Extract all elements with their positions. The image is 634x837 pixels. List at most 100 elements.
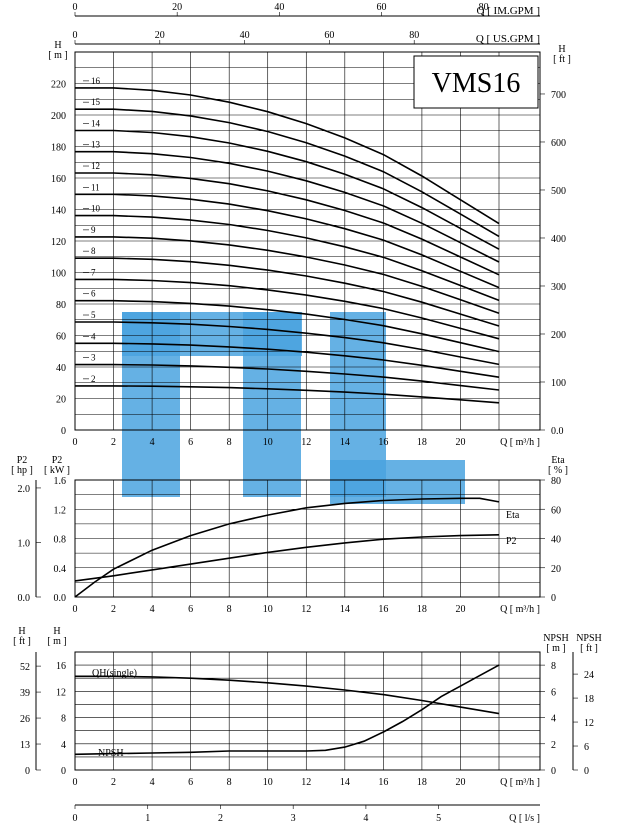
stage-label-3: 3 [91,353,96,363]
npsh-h-ft-tick-label: 26 [20,714,30,725]
head-ylabel-right-unit: [ ft ] [553,54,571,65]
power-x-tick-label: 18 [417,604,427,615]
grid-layer [35,12,578,809]
power-eta-tick-label: 20 [551,564,561,575]
power-ylabel-eta: Eta [551,455,565,466]
head-ylabel-right: H [558,44,565,55]
npsh-m-tick-label: 6 [551,687,556,698]
power-kw-tick-label: 0.0 [54,593,67,604]
stage-curve-12 [75,172,500,276]
stage-curve-4 [75,342,500,378]
stage-label-12: 12 [91,161,100,171]
npsh-series-label: NPSH [98,748,124,759]
top-axis-tick-label: 80 [479,2,489,13]
npsh-x-tick-label: 4 [150,777,155,788]
stage-curve-13 [75,150,500,263]
power-hp-tick-label: 1.0 [18,538,31,549]
ls-axis-tick-label: 0 [73,813,78,824]
watermark-logo [122,312,465,504]
watermark-base-c [330,460,465,504]
power-x-tick-label: 16 [378,604,388,615]
npsh-x-tick-label: 0 [73,777,78,788]
head-right-tick-label: 400 [551,234,566,245]
npsh-panel-frame [74,651,541,771]
head-y-tick-label: 80 [56,300,66,311]
stage-label-14: 14 [91,118,101,128]
npsh-ft-tick-label: 0 [584,766,589,777]
head-ylabel-left: H [54,40,61,51]
head-y-tick-label: 140 [51,206,66,217]
head-x-tick-label: 8 [227,437,232,448]
npsh-m-tick-label: 4 [551,714,556,725]
stage-curve-7 [75,278,500,340]
top-axis-tick-label: 60 [377,2,387,13]
power-ylabel-hp-unit: [ hp ] [11,465,33,476]
power-hp-tick-label: 0.0 [18,593,31,604]
npsh-h-ft-tick-label: 52 [20,662,30,673]
chart-title: VMS16 [432,68,521,99]
top-axis-tick-label: 0 [73,30,78,41]
power-kw-tick-label: 1.6 [54,476,67,487]
head-right-tick-label: 0.0 [551,426,564,437]
stage-curve-10 [75,214,500,302]
stage-curve-2 [75,385,500,404]
labels-layer: 0 20 40 60 80Q [ IM.GPM ]0 20 40 60 80 Q [ US.GPM… [11,2,602,824]
npsh-ft-tick-label: 6 [584,742,589,753]
head-x-label: Q [ m³/h ] [500,437,540,448]
power-eta-tick-label: 60 [551,505,561,516]
eta-curve [74,497,500,598]
ls-axis-tick-label: 2 [218,813,223,824]
head-right-tick-label: 300 [551,282,566,293]
head-y-tick-label: 200 [51,111,66,122]
stage-label-10: 10 [91,204,101,214]
top-axis-tick-label: 40 [274,2,284,13]
ls-axis-tick-label: 3 [291,813,296,824]
power-x-tick-label: 6 [188,604,193,615]
curves-layer [74,87,500,756]
qh-single-curve [75,675,500,715]
head-x-tick-label: 20 [455,437,465,448]
npsh-ylabel-npsh-m: NPSH [543,633,569,644]
power-kw-tick-label: 1.2 [54,505,67,516]
ls-axis-tick-label: 4 [363,813,368,824]
head-x-tick-label: 0 [73,437,78,448]
npsh-x-tick-label: 2 [111,777,116,788]
head-ylabel-left-unit: [ m ] [48,50,67,61]
head-x-tick-label: 2 [111,437,116,448]
npsh-ylabel-h-ft: H [18,626,25,637]
power-x-tick-label: 12 [301,604,311,615]
npsh-ylabel-npsh-ft: NPSH [576,633,602,644]
power-ylabel-eta-unit: [ % ] [548,465,568,476]
stage-label-13: 13 [91,140,101,150]
stage-label-5: 5 [91,310,96,320]
npsh-h-ft-tick-label: 0 [25,766,30,777]
head-x-tick-label: 18 [417,437,427,448]
head-right-tick-label: 600 [551,138,566,149]
npsh-ft-tick-label: 18 [584,694,594,705]
stage-curve-15 [75,108,500,238]
power-x-tick-label: 8 [227,604,232,615]
head-right-tick-label: 700 [551,90,566,101]
npsh-ylabel-h-m-unit: [ m ] [47,636,66,647]
power-x-tick-label: 14 [340,604,350,615]
stage-label-9: 9 [91,225,96,235]
top-axis-tick-label: 20 [155,30,165,41]
stage-label-7: 7 [91,267,96,277]
head-x-tick-label: 6 [188,437,193,448]
power-ylabel-kw: P2 [52,455,63,466]
stage-curve-6 [75,299,500,353]
power-kw-tick-label: 0.8 [54,535,67,546]
head-y-tick-label: 40 [56,363,66,374]
npsh-x-tick-label: 6 [188,777,193,788]
head-y-tick-label: 60 [56,332,66,343]
npsh-ylabel-h-m: H [53,626,60,637]
power-eta-tick-label: 0 [551,593,556,604]
npsh-ft-tick-label: 24 [584,670,594,681]
head-x-tick-label: 14 [340,437,350,448]
power-kw-tick-label: 0.4 [54,564,67,575]
stage-label-16: 16 [91,76,101,86]
eta-series-label: Eta [506,510,520,521]
stage-curve-3 [75,363,500,391]
power-ylabel-kw-unit: [ kW ] [44,465,70,476]
